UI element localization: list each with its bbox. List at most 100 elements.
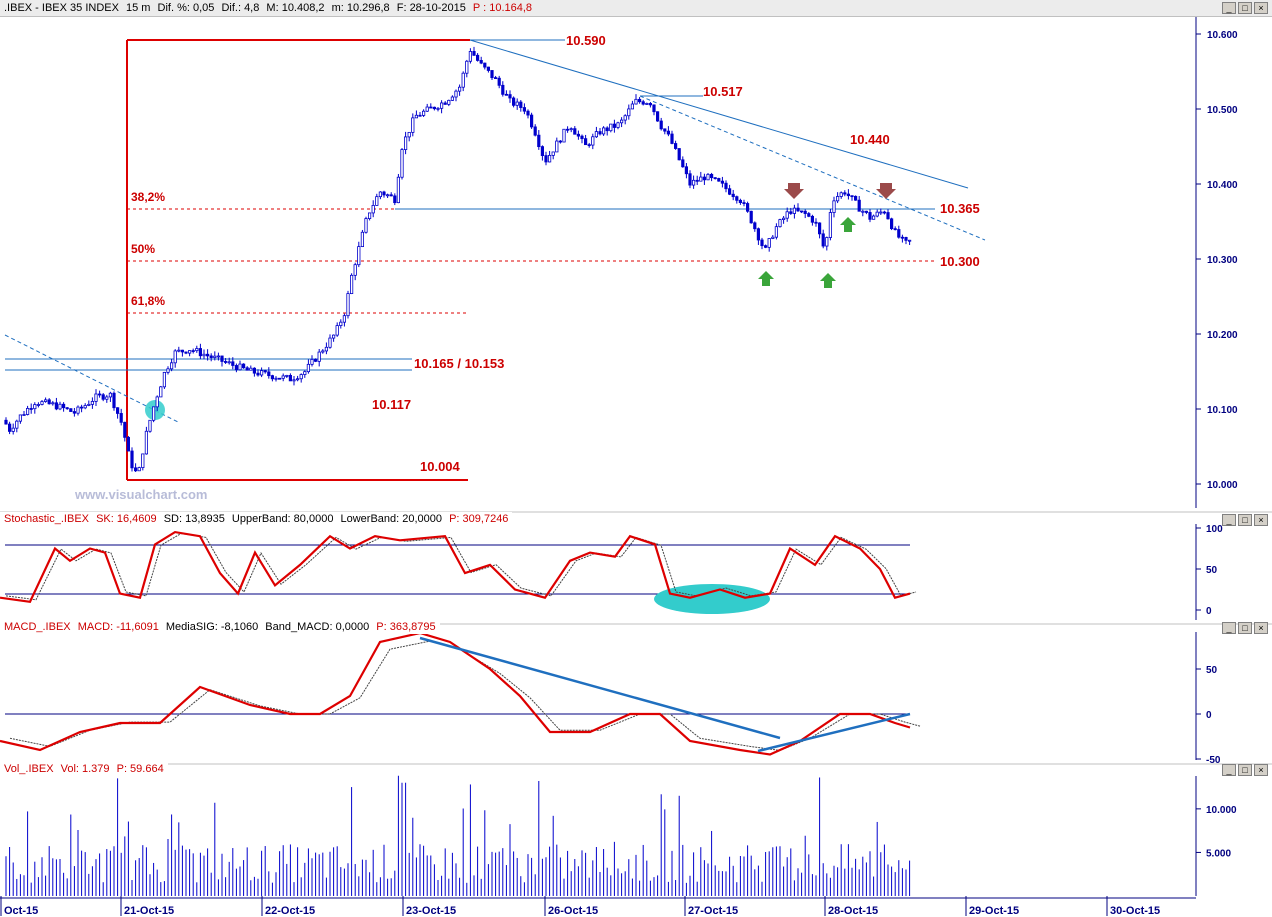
candle-body <box>177 349 181 352</box>
candle-body <box>656 111 660 122</box>
candle-body <box>187 350 192 354</box>
candle-body <box>375 196 379 206</box>
candle-body <box>720 180 725 184</box>
candle-body <box>267 371 271 377</box>
candle-body <box>274 377 278 380</box>
candle-body <box>508 94 512 99</box>
price-tick-label: 10.000 <box>1207 480 1238 491</box>
close-button[interactable]: × <box>1254 514 1268 526</box>
candle-body <box>900 236 905 239</box>
candle-body <box>411 117 415 133</box>
stoch-sk-line <box>0 530 911 603</box>
price-panel-title: .IBEX - IBEX 35 INDEX 15 m Dif. %: 0,05 … <box>0 0 1272 17</box>
candle-body <box>378 191 383 198</box>
candle-body <box>7 423 12 432</box>
candle-body <box>746 203 750 212</box>
candle-body <box>713 177 717 180</box>
label-fib-382: 38,2% <box>131 190 165 204</box>
volume-window-buttons: _ □ × <box>1222 764 1268 776</box>
candle-body <box>227 361 231 364</box>
candle-body <box>457 86 462 92</box>
price-tick-label: 10.300 <box>1207 255 1238 266</box>
macd-title: MACD_.IBEX MACD: -11,6091 MediaSIG: -8,1… <box>0 620 440 634</box>
candle-body <box>879 211 883 214</box>
candle-body <box>241 363 246 369</box>
macd-tick-label: -50 <box>1206 755 1221 766</box>
candle-body <box>652 104 656 113</box>
candle-body <box>839 192 843 197</box>
down-arrow-icon <box>876 183 896 199</box>
maximize-button[interactable]: □ <box>1238 514 1252 526</box>
candle-body <box>418 114 422 117</box>
minimize-button[interactable]: _ <box>1222 764 1236 776</box>
candle-body <box>684 166 689 175</box>
candle-body <box>382 191 386 196</box>
candle-body <box>407 131 411 138</box>
minimize-button[interactable]: _ <box>1222 2 1236 14</box>
candle-body <box>710 173 714 179</box>
candle-body <box>119 413 123 423</box>
candle-body <box>40 401 44 405</box>
candle-body <box>126 436 130 452</box>
candle-body <box>796 207 800 212</box>
macd-signal-line <box>9 640 921 751</box>
maximize-button[interactable]: □ <box>1238 764 1252 776</box>
candle-body <box>699 176 703 182</box>
candle-body <box>76 406 80 414</box>
candle-body <box>627 108 631 117</box>
date-tick-label: Oct-15 <box>4 905 38 917</box>
candle-body <box>475 54 480 61</box>
price-axis: 10.600 10.500 10.400 10.300 10.200 10.100 10.0… <box>1196 30 1238 491</box>
candle-body <box>641 101 645 105</box>
candle-body <box>461 72 465 88</box>
axis-frames <box>0 17 1272 899</box>
stoch-upper: UpperBand: 80,0000 <box>231 513 334 525</box>
max-label: M: 10.408,2 <box>266 2 325 14</box>
candle-body <box>191 350 195 352</box>
close-button[interactable]: × <box>1254 764 1268 776</box>
candle-body <box>18 414 23 422</box>
candle-body <box>695 179 699 182</box>
candle-body <box>436 107 440 110</box>
candle-body <box>396 176 401 204</box>
candle-body <box>22 414 26 416</box>
candle-body <box>295 378 300 381</box>
candle-body <box>450 96 455 101</box>
maximize-button[interactable]: □ <box>1238 622 1252 634</box>
up-arrow-icon <box>820 273 836 288</box>
candle-body <box>591 136 595 146</box>
macd-band: Band_MACD: 0,0000 <box>265 621 370 633</box>
candle-body <box>555 140 559 153</box>
minimize-button[interactable]: _ <box>1222 514 1236 526</box>
candle-body <box>277 377 282 380</box>
downtrend-line <box>469 39 969 189</box>
candle-body <box>80 406 84 409</box>
stoch-tick-label: 100 <box>1206 524 1223 535</box>
candle-body <box>54 402 59 410</box>
watermark: www.visualchart.com <box>74 487 207 502</box>
minimize-button[interactable]: _ <box>1222 622 1236 634</box>
candle-body <box>832 200 836 213</box>
candle-body <box>468 51 473 62</box>
label-10004: 10.004 <box>420 459 461 474</box>
candle-body <box>123 421 127 438</box>
candle-body <box>681 159 685 168</box>
close-button[interactable]: × <box>1254 2 1268 14</box>
maximize-button[interactable]: □ <box>1238 2 1252 14</box>
stoch-lower: LowerBand: 20,0000 <box>340 513 443 525</box>
candle-body <box>598 131 602 135</box>
candle-body <box>814 221 818 224</box>
candle-body <box>688 173 692 186</box>
candle-body <box>328 337 332 348</box>
candle-body <box>339 321 343 326</box>
candle-body <box>443 102 447 105</box>
label-10300: 10.300 <box>940 254 980 269</box>
candle-body <box>623 115 627 121</box>
candle-body <box>159 386 163 398</box>
candle-body <box>587 144 591 147</box>
volume-tick-label: 5.000 <box>1206 848 1231 859</box>
candle-body <box>249 367 253 371</box>
candle-body <box>872 215 876 220</box>
candle-body <box>573 128 577 135</box>
close-button[interactable]: × <box>1254 622 1268 634</box>
